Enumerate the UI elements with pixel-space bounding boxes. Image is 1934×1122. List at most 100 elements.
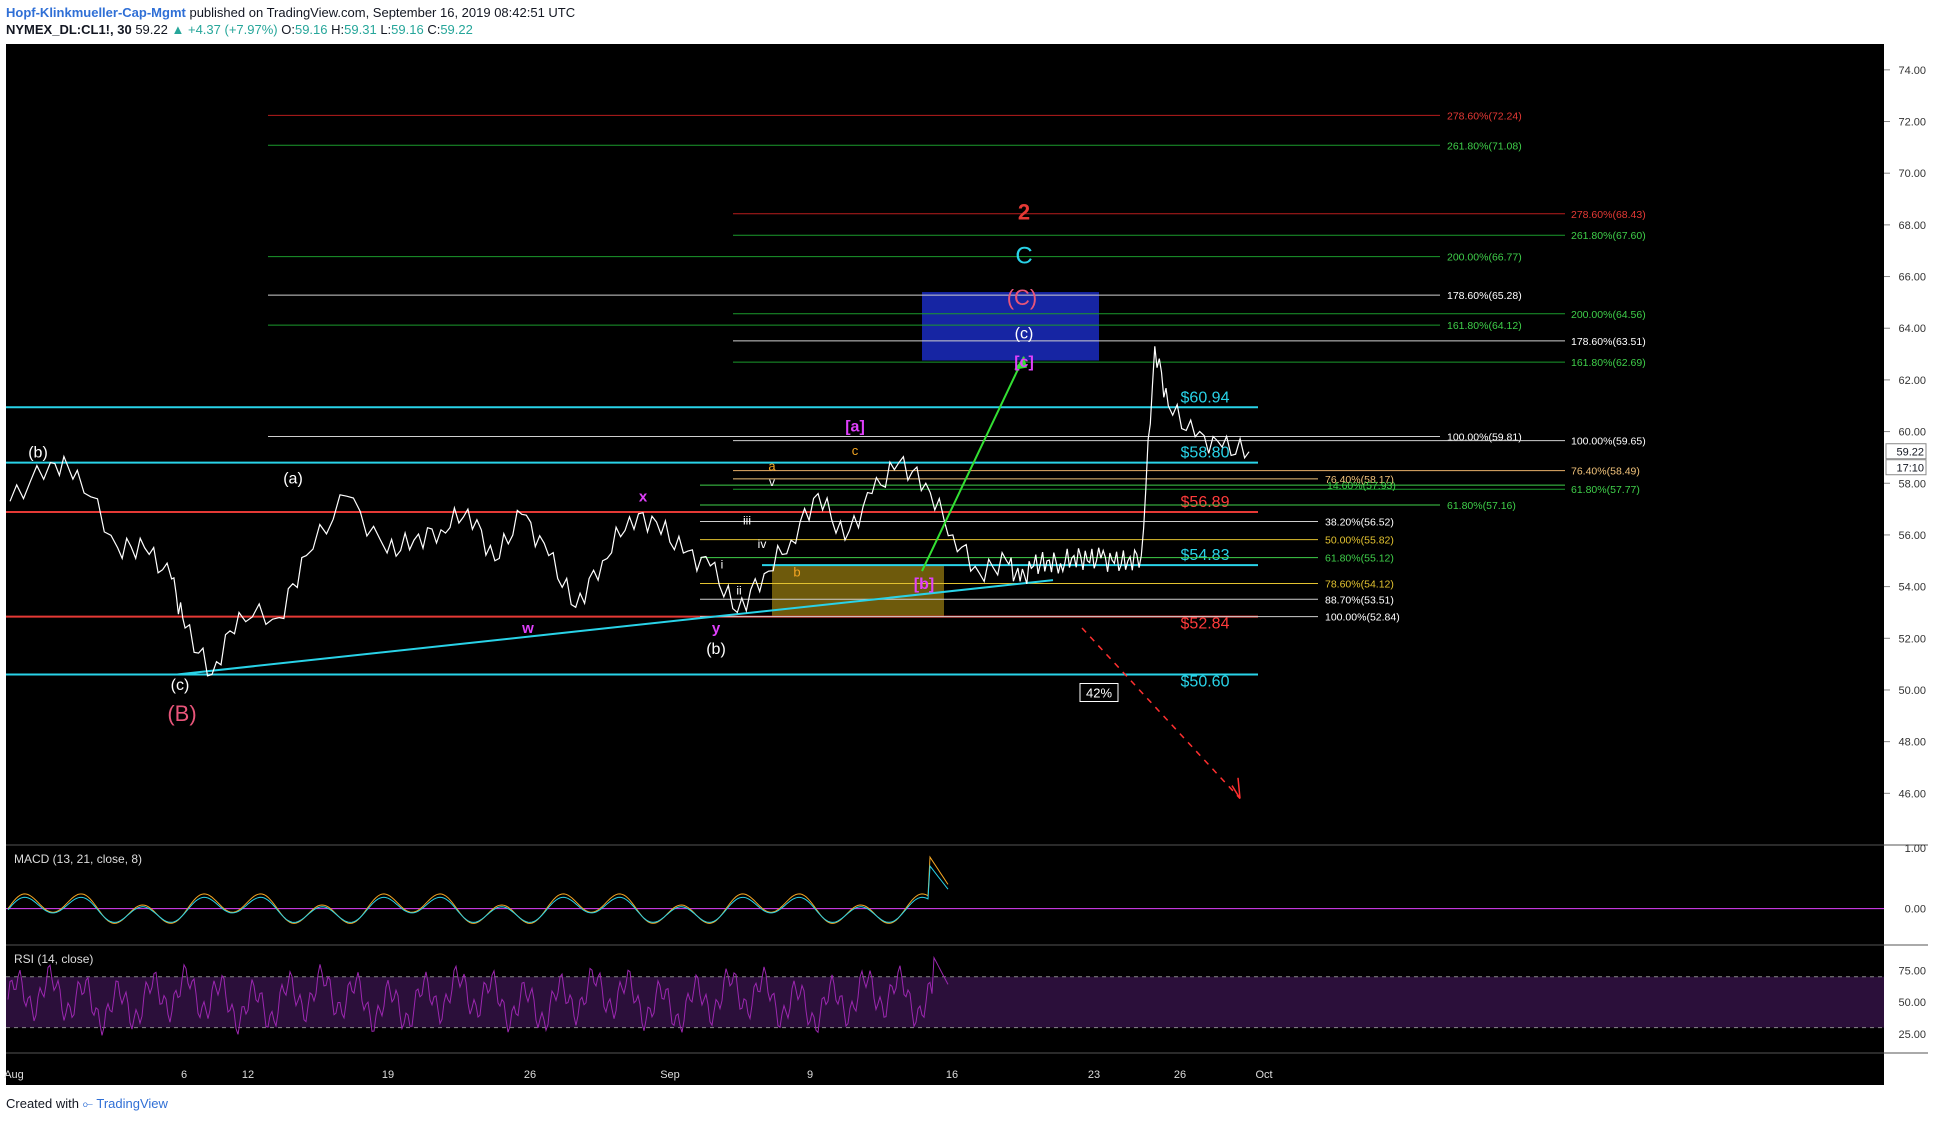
rsi-line [7,955,949,1036]
last-price-tag-label: 59.22 [1896,447,1924,459]
fib-retrace-label: 100.00%(52.84) [1325,612,1400,624]
last-price: 59.22 [135,22,168,37]
last-price-tag [1885,443,1927,460]
price-tick-label: 62.00 [1898,375,1926,387]
price-tick-label: 56.00 [1898,530,1926,542]
price-tick-label: 58.00 [1898,478,1926,490]
time-tick-label: 12 [242,1069,254,1081]
price-tick-label: 46.00 [1898,788,1926,800]
wave-label: w [521,620,534,637]
level-label: $50.60 [1181,673,1230,690]
wave-label: (C) [1007,285,1038,310]
countdown-tag-label: 17:10 [1896,463,1924,475]
main-pane: 74.00 72.00 70.00 68.00 66.00 64.00 62.00 60.00… [6,65,1928,1054]
tradingview-logo[interactable]: ⟜ TradingView [82,1096,168,1111]
time-tick-label: 6 [181,1069,187,1081]
wave-label: v [769,475,775,489]
wave-label: i [721,558,724,572]
rsi-band [6,976,1884,1028]
fib-label: 261.80%(67.60) [1571,230,1646,242]
time-tick-label: Oct [1255,1069,1272,1081]
chart-canvas[interactable]: 74.0072.0070.0068.0066.0064.0062.0060.00… [0,0,1934,1085]
publish-header: Hopf-Klinkmueller-Cap-Mgmt published on … [0,0,1934,44]
time-tick-label: 26 [1174,1069,1186,1081]
fib-retrace-label: 38.20%(56.52) [1325,516,1394,528]
high-label: H: [331,22,345,37]
wave-label: x [639,488,648,505]
price-tick-label: 74.00 [1898,65,1926,77]
fib-label: 61.80%(57.77) [1571,484,1640,496]
wave-label: (B) [167,701,196,726]
high-value: 59.31 [344,22,377,37]
fib-label: 161.80%(62.69) [1571,357,1646,369]
symbol-label[interactable]: NYMEX_DL:CL1!, 30 [6,22,132,37]
macd-pane: MACD (13, 21, close, 8) 1.00 0.00 [6,843,1926,924]
price-tick-label: 54.00 [1898,582,1926,594]
fib-retrace-label: 50.00%(55.82) [1325,535,1394,547]
wave-label: [c] [1014,354,1034,371]
wave-label: a [768,458,776,473]
author-link[interactable]: Hopf-Klinkmueller-Cap-Mgmt [6,5,186,20]
level-label: $60.94 [1181,389,1230,406]
fib-label: 100.00%(59.65) [1571,436,1646,448]
wave-label: c [852,443,859,458]
trendline [176,579,1054,676]
tradingview-brand: TradingView [96,1096,168,1111]
low-label: L: [380,22,392,37]
time-tick-label: 16 [946,1069,958,1081]
wave-label: 2 [1018,200,1030,225]
target-zone-box [922,292,1099,361]
level-label: $54.83 [1181,547,1230,564]
time-tick-label: 26 [524,1069,536,1081]
price-tick-label: 60.00 [1898,427,1926,439]
fib-retrace-label: 61.80%(55.12) [1325,553,1394,565]
bearish-projection-arrow [1081,627,1241,800]
wave-label: [b] [914,576,934,593]
wave-label: (c) [171,677,190,694]
fib-label: 200.00%(66.77) [1447,252,1522,264]
price-tick-label: 70.00 [1898,168,1926,180]
time-tick-label: Sep [660,1069,680,1081]
price-tick-label: 66.00 [1898,272,1926,284]
fib-label: 278.60%(68.43) [1571,209,1646,221]
time-tick-label: 23 [1088,1069,1100,1081]
macd-tick-label: 1.00 [1905,843,1926,855]
ohlc-legend: NYMEX_DL:CL1!, 30 59.22 ▲ +4.37 (+7.97%)… [6,22,473,37]
wave-label: b [793,564,800,579]
macd-line [7,855,949,924]
price-tick-label: 72.00 [1898,117,1926,129]
percent-box [1079,683,1119,703]
price-tick-label: 48.00 [1898,737,1926,749]
rsi-tick-label: 75.00 [1898,965,1926,977]
macd-signal-line [7,864,949,923]
fib-label: 178.60%(65.28) [1447,290,1522,302]
fib-label: 76.40%(58.49) [1571,466,1640,478]
wave-label: (b) [28,444,48,461]
created-with: Created with ⟜ TradingView [6,1096,168,1112]
fib-retrace-label: 88.70%(53.51) [1325,594,1394,606]
fib-label: 278.60%(72.24) [1447,110,1522,122]
footer: Created with ⟜ TradingView [0,1085,1934,1122]
level-label: $56.89 [1181,494,1230,511]
time-tick-label: Aug [4,1069,24,1081]
open-label: O: [281,22,295,37]
price-tick-label: 52.00 [1898,633,1926,645]
time-tick-label: 19 [382,1069,394,1081]
macd-tick-label: 0.00 [1905,904,1926,916]
price-scale-area[interactable] [1884,44,1928,1085]
rsi-tick-label: 25.00 [1898,1029,1926,1041]
projection-arrowhead [1014,356,1027,370]
percent-label: 42% [1086,686,1112,701]
close-label: C: [427,22,441,37]
price-tick-label: 64.00 [1898,323,1926,335]
countdown-tag [1885,459,1927,476]
rsi-tick-label: 50.00 [1898,997,1926,1009]
wave-label: y [712,620,721,637]
open-value: 59.16 [294,22,328,37]
macd-title: MACD (13, 21, close, 8) [14,852,142,866]
time-tick-label: 9 [807,1069,813,1081]
wave-label: iii [743,514,751,528]
low-value: 59.16 [391,22,424,37]
created-text: Created with [6,1096,79,1111]
fib-retrace-label: 61.80%(57.16) [1447,500,1516,512]
